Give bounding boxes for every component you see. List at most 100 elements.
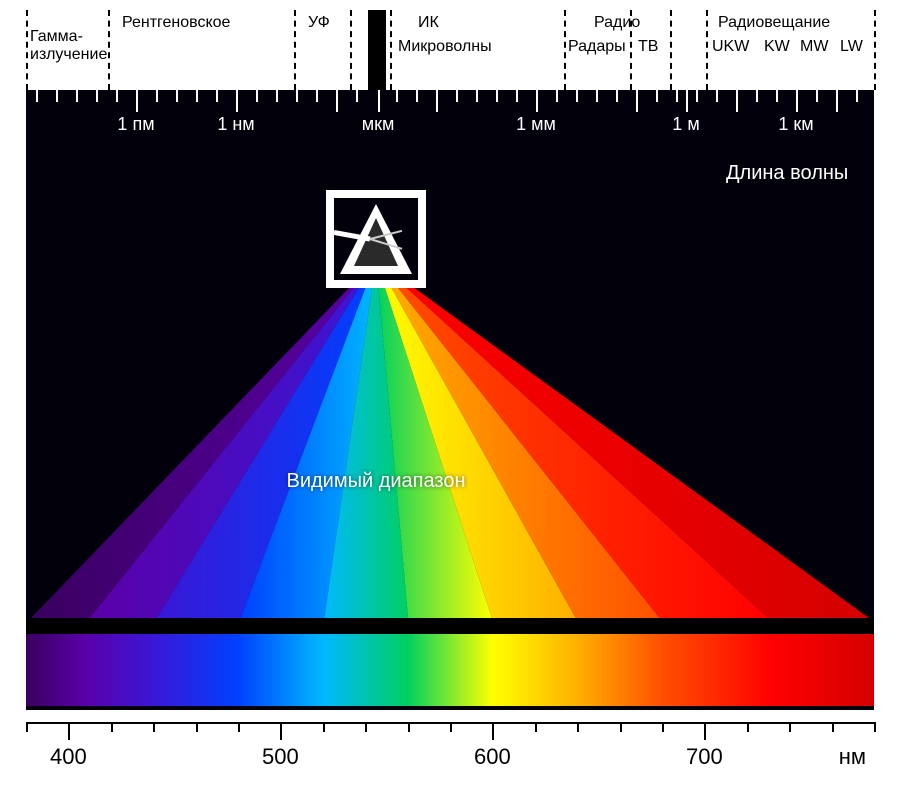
scale-tick-major: [336, 90, 338, 112]
category-label: UKW: [712, 38, 749, 56]
category-label: Микроволны: [398, 38, 492, 56]
scale-tick-minor: [276, 90, 278, 102]
scale-tick-minor: [856, 90, 858, 102]
scale-label: 1 м: [672, 114, 699, 135]
nm-tick-minor: [238, 722, 240, 732]
scale-tick-minor: [396, 90, 398, 102]
scale-tick-minor: [416, 90, 418, 102]
scale-tick-major: [686, 90, 688, 112]
nm-tick-minor: [832, 722, 834, 732]
category-label: MW: [800, 38, 828, 56]
nm-tick-major: [704, 722, 706, 740]
scale-tick-minor: [616, 90, 618, 102]
category-label: УФ: [308, 14, 330, 32]
category-label: ТВ: [638, 38, 658, 56]
scale-label: 1 мм: [516, 114, 556, 135]
nm-tick-minor: [577, 722, 579, 732]
category-label: Рентгеновское: [122, 14, 230, 32]
nm-tick-minor: [153, 722, 155, 732]
scale-tick-major: [136, 90, 138, 112]
nm-tick-minor: [662, 722, 664, 732]
scale-tick-minor: [456, 90, 458, 102]
nm-tick-minor: [111, 722, 113, 732]
scale-tick-minor: [656, 90, 658, 102]
scale-tick-minor: [716, 90, 718, 102]
scale-tick-minor: [516, 90, 518, 102]
nm-tick-minor: [408, 722, 410, 732]
visible-range-label: Видимый диапазон: [286, 470, 465, 493]
nm-tick-minor: [535, 722, 537, 732]
category-label: ИК: [418, 14, 439, 32]
visible-light-marker: [368, 10, 386, 90]
scale-tick-minor: [116, 90, 118, 102]
category-divider: [26, 10, 28, 90]
wavelength-caption: Длина волны: [726, 162, 848, 185]
scale-tick-minor: [316, 90, 318, 102]
em-spectrum-diagram: Гамма- излучение Рентгеновское УФ ИК Микрово…: [0, 0, 900, 793]
main-panel: Видимый диапазон Длина волны 1 пм 1 нм мкм…: [26, 90, 874, 710]
prism-icon: [326, 190, 426, 288]
nm-tick-minor: [620, 722, 622, 732]
scale-tick-minor: [676, 90, 678, 102]
nm-tick-minor: [789, 722, 791, 732]
category-divider: [706, 10, 708, 90]
category-label: Радиовещание: [718, 14, 830, 32]
category-divider: [294, 10, 296, 90]
nm-unit: нм: [839, 744, 866, 770]
category-divider: [670, 10, 672, 90]
scale-label: мкм: [362, 114, 395, 135]
nm-tick-minor: [323, 722, 325, 732]
nm-tick-minor: [365, 722, 367, 732]
nm-tick-label: 400: [50, 744, 87, 770]
scale-tick-major: [636, 90, 638, 112]
nm-tick-label: 600: [474, 744, 511, 770]
scale-tick-minor: [156, 90, 158, 102]
scale-tick-minor: [176, 90, 178, 102]
category-divider: [564, 10, 566, 90]
scale-tick-minor: [596, 90, 598, 102]
category-divider: [108, 10, 110, 90]
spectrum-bar: [26, 634, 874, 706]
nm-tick-label: 700: [686, 744, 723, 770]
category-label: LW: [840, 38, 863, 56]
scale-tick-minor: [556, 90, 558, 102]
nm-tick-minor: [450, 722, 452, 732]
scale-tick-minor: [696, 90, 698, 102]
nm-tick-major: [68, 722, 70, 740]
scale-tick-major: [378, 90, 380, 112]
scale-tick-minor: [476, 90, 478, 102]
scale-label: 1 пм: [117, 114, 154, 135]
scale-tick-minor: [816, 90, 818, 102]
scale-tick-minor: [756, 90, 758, 102]
category-band: Гамма- излучение Рентгеновское УФ ИК Микрово…: [26, 10, 874, 90]
nm-axis: 400 500 600 700 нм: [26, 718, 874, 778]
category-label: Гамма- излучение: [30, 28, 107, 65]
scale-tick-minor: [196, 90, 198, 102]
category-label: Радары: [568, 38, 626, 56]
scale-tick-major: [436, 90, 438, 112]
scale-tick-minor: [496, 90, 498, 102]
spectrum-separator: [26, 618, 874, 634]
scale-label: 1 км: [778, 114, 813, 135]
scale-tick-minor: [96, 90, 98, 102]
scale-tick-minor: [36, 90, 38, 102]
nm-tick-minor: [747, 722, 749, 732]
scale-label: 1 нм: [217, 114, 254, 135]
scale-tick-major: [836, 90, 838, 112]
scale-tick-minor: [56, 90, 58, 102]
category-divider: [874, 10, 876, 90]
scale-tick-major: [796, 90, 798, 112]
category-divider: [390, 10, 392, 90]
nm-tick-major: [492, 722, 494, 740]
scale-tick-minor: [356, 90, 358, 102]
scale-tick-minor: [76, 90, 78, 102]
nm-tick-minor: [874, 722, 876, 732]
nm-tick-label: 500: [262, 744, 299, 770]
category-divider: [350, 10, 352, 90]
nm-tick-minor: [196, 722, 198, 732]
scale-tick-minor: [776, 90, 778, 102]
scale-tick-minor: [296, 90, 298, 102]
scale-tick-major: [236, 90, 238, 112]
scale-tick-minor: [216, 90, 218, 102]
nm-tick-major: [280, 722, 282, 740]
